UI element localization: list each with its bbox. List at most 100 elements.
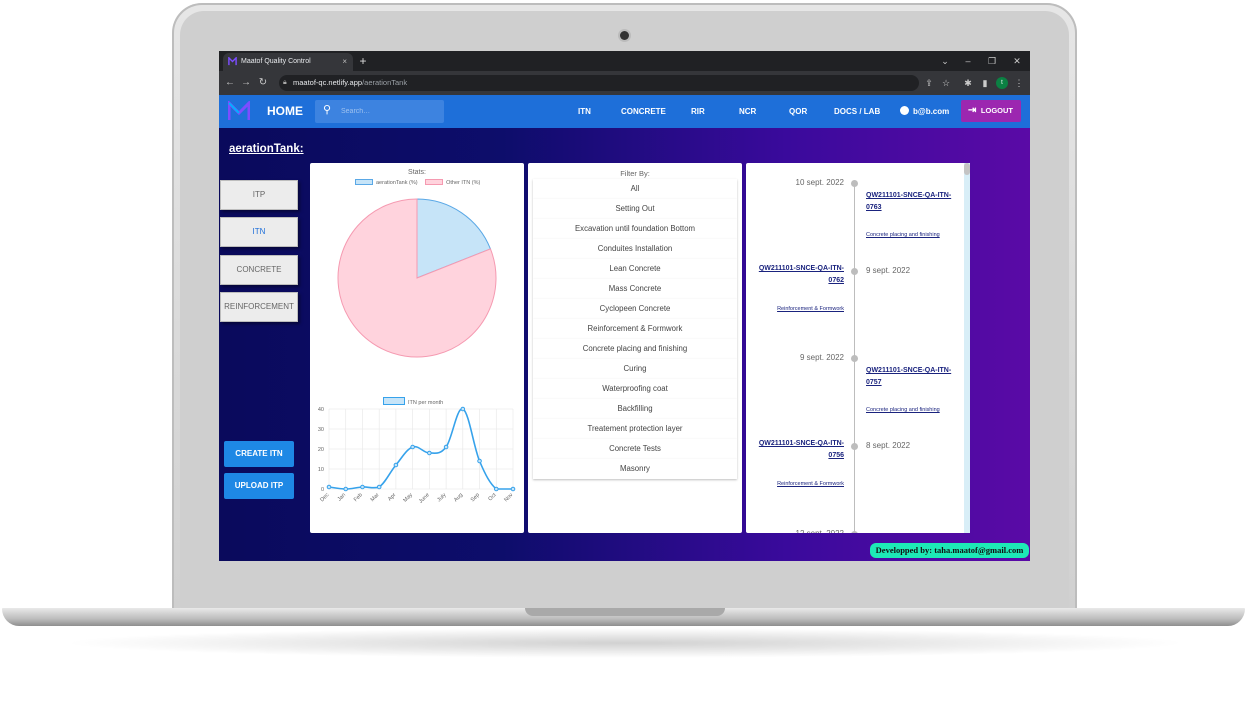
timeline-dot <box>851 268 858 275</box>
filter-item[interactable]: Concrete placing and finishing <box>533 339 737 359</box>
filter-item[interactable]: Masonry <box>533 459 737 479</box>
home-link[interactable]: HOME <box>267 104 303 118</box>
filter-item[interactable]: Setting Out <box>533 199 737 219</box>
filter-item[interactable]: Treatement protection layer <box>533 419 737 439</box>
line-point <box>376 484 382 490</box>
x-tick-label: Sep <box>470 492 481 503</box>
browser-menu-icon[interactable]: ⋮ <box>1014 78 1024 88</box>
close-tab-icon[interactable]: × <box>342 57 347 66</box>
sidebar-tab-reinforcement[interactable]: REINFORCEMENT <box>220 292 298 322</box>
x-tick-label: Feb <box>353 492 364 503</box>
timeline-itn-link[interactable]: QW211101-SNCE-QA-ITN-0762 <box>758 265 844 284</box>
tab-search-icon[interactable]: ⌄ <box>941 56 949 66</box>
pie-legend: aerationTank (%) Other ITN (%) <box>355 179 480 186</box>
minimize-icon[interactable]: – <box>965 56 971 66</box>
reload-icon[interactable]: ↻ <box>258 77 268 88</box>
browser-tabbar: Maatof Quality Control × + ⌄ – ❐ ✕ <box>219 51 1030 71</box>
address-bar[interactable]: 🔒︎ maatof-qc.netlify.app/aerationTank <box>279 75 919 91</box>
pie-slice <box>337 198 497 358</box>
favicon-icon <box>228 57 237 66</box>
app-logo-icon[interactable] <box>228 101 250 121</box>
logout-label: LOGOUT <box>980 106 1013 115</box>
logout-button[interactable]: ⇥ LOGOUT <box>961 100 1021 122</box>
timeline-scrollbar[interactable] <box>964 163 970 533</box>
timeline-itn-link[interactable]: QW211101-SNCE-QA-ITN-0763 <box>866 192 952 211</box>
timeline-date: 10 sept. 2022 <box>795 178 844 187</box>
search-box: ⚲ <box>315 100 444 123</box>
x-tick-label: May <box>402 492 414 504</box>
logout-icon: ⇥ <box>968 105 977 116</box>
bookmark-star-icon[interactable]: ☆ <box>941 78 951 88</box>
new-tab-button[interactable]: + <box>359 54 367 68</box>
timeline-dot <box>851 531 858 533</box>
nav-qor[interactable]: QOR <box>789 107 808 116</box>
back-icon[interactable]: ← <box>225 77 235 88</box>
browser-tab[interactable]: Maatof Quality Control × <box>223 53 353 71</box>
nav-concrete[interactable]: CONCRETE <box>621 107 666 116</box>
user-menu[interactable]: b@b.com <box>900 95 949 128</box>
filter-item[interactable]: Excavation until foundation Bottom <box>533 219 737 239</box>
filter-panel: Filter By: All Setting Out Excavation unti… <box>528 163 742 533</box>
nav-ncr[interactable]: NCR <box>739 107 757 116</box>
sidebar-tab-itp[interactable]: ITP <box>220 180 298 210</box>
close-window-icon[interactable]: ✕ <box>1013 56 1021 66</box>
filter-item[interactable]: Concrete Tests <box>533 439 737 459</box>
browser-tab-title: Maatof Quality Control <box>241 58 311 65</box>
timeline-date: 9 sept. 2022 <box>866 266 911 275</box>
filter-item[interactable]: Conduites Installation <box>533 239 737 259</box>
timeline-dot <box>851 355 858 362</box>
x-tick-label: June <box>418 492 431 505</box>
filter-item[interactable]: Reinforcement & Formwork <box>533 319 737 339</box>
restore-icon[interactable]: ❐ <box>987 56 997 66</box>
timeline-itn-link[interactable]: QW211101-SNCE-QA-ITN-0757 <box>866 367 952 386</box>
line-chart: 0 10 20 30 40 Dec Jan Feb Mar Apr May June July Aug Se… <box>318 406 516 505</box>
line-point <box>510 486 516 492</box>
filter-item[interactable]: Curing <box>533 359 737 379</box>
line-legend-swatch <box>383 397 405 405</box>
timeline-itn-link[interactable]: QW211101-SNCE-QA-ITN-0756 <box>758 440 844 459</box>
side-panel-icon[interactable]: ▮ <box>982 78 988 88</box>
timeline-panel: 10 sept. 2022 QW211101-SNCE-QA-ITN-0763 Co… <box>746 163 970 533</box>
lock-icon: 🔒︎ <box>283 79 287 86</box>
upload-itp-button[interactable]: UPLOAD ITP <box>224 473 294 499</box>
line-point <box>443 444 449 450</box>
forward-icon[interactable]: → <box>241 77 251 88</box>
sidebar-tab-concrete[interactable]: CONCRETE <box>220 255 298 285</box>
browser-toolbar: ← → ↻ 🔒︎ maatof-qc.netlify.app/aerationT… <box>219 71 1030 95</box>
timeline-activity-link[interactable]: Concrete placing and finishing <box>866 232 940 238</box>
laptop-shadow <box>60 628 1190 658</box>
nav-itn[interactable]: ITN <box>578 107 591 116</box>
profile-avatar[interactable]: t <box>996 77 1008 89</box>
x-tick-label: Aug <box>453 492 464 503</box>
filter-item[interactable]: Mass Concrete <box>533 279 737 299</box>
line-point <box>477 458 482 464</box>
webcam <box>620 31 629 40</box>
pie-chart-title: Stats: <box>408 169 426 176</box>
filter-item[interactable]: Waterproofing coat <box>533 379 737 399</box>
url-host: maatof-qc.netlify.app <box>293 78 363 87</box>
timeline-activity-link[interactable]: Concrete placing and finishing <box>866 407 940 413</box>
timeline-activity-link[interactable]: Reinforcement & Formwork <box>777 481 844 487</box>
nav-rir[interactable]: RIR <box>691 107 705 116</box>
y-tick-label: 40 <box>318 407 324 413</box>
timeline-activity-link[interactable]: Reinforcement & Formwork <box>777 306 844 312</box>
filter-item[interactable]: Backfilling <box>533 399 737 419</box>
nav-docs-lab[interactable]: DOCS / LAB <box>834 107 881 116</box>
x-tick-label: Dec <box>319 492 330 503</box>
timeline-scroll-thumb[interactable] <box>964 163 970 175</box>
screen: Maatof Quality Control × + ⌄ – ❐ ✕ ← → ↻… <box>219 51 1030 561</box>
search-input[interactable] <box>341 104 439 119</box>
timeline-date: 8 sept. 2022 <box>866 441 911 450</box>
create-itn-button[interactable]: CREATE ITN <box>224 441 294 467</box>
app-body: aerationTank: ITP ITN CONCRETE REINFORCE… <box>219 128 1030 561</box>
extensions-icon[interactable]: ✱ <box>964 78 972 88</box>
page-title: aerationTank: <box>229 143 304 155</box>
pie-legend-label-0: aerationTank (%) <box>376 180 418 186</box>
filter-item[interactable]: All <box>533 179 737 199</box>
filter-item[interactable]: Lean Concrete <box>533 259 737 279</box>
line-point <box>360 484 365 490</box>
timeline-dot <box>851 443 858 450</box>
share-icon[interactable]: ⇪ <box>925 78 933 88</box>
filter-item[interactable]: Cyclopeen Concrete <box>533 299 737 319</box>
sidebar-tab-itn[interactable]: ITN <box>220 217 298 247</box>
